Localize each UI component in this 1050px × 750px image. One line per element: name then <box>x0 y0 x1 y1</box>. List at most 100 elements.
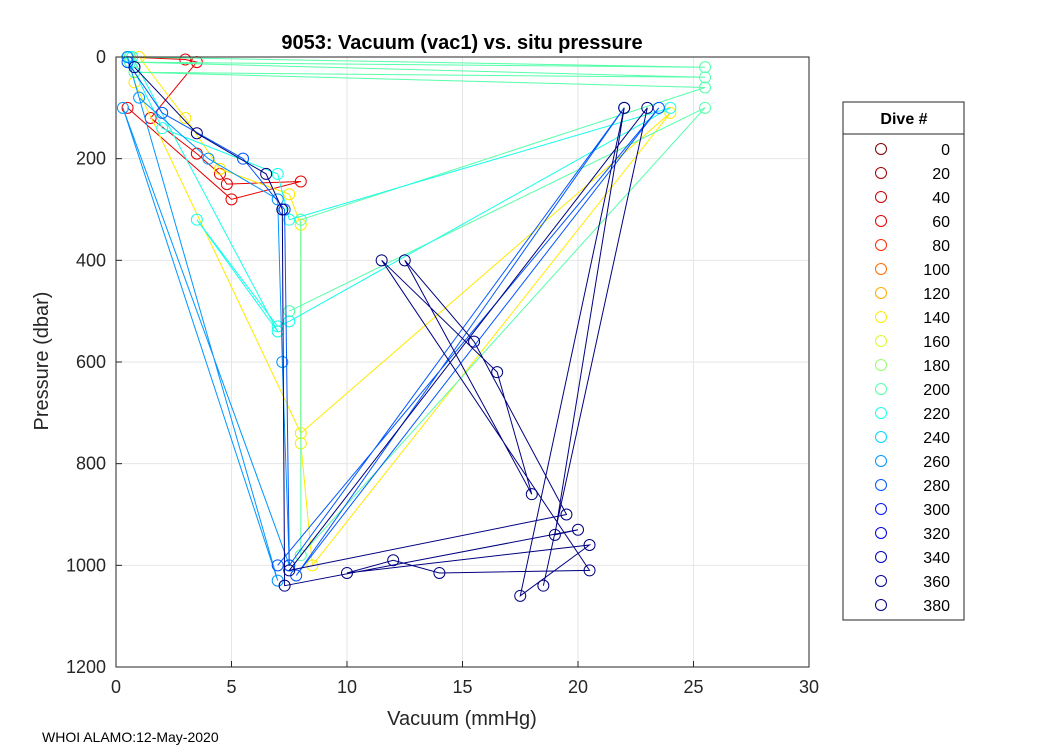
legend-marker <box>875 239 887 251</box>
x-axis-label: Vacuum (mmHg) <box>387 708 537 730</box>
legend-marker <box>875 527 887 539</box>
legend-label: 200 <box>923 382 950 399</box>
legend-label: 60 <box>932 214 950 231</box>
x-tick-label: 30 <box>799 677 819 697</box>
legend-label: 260 <box>923 454 950 471</box>
data-point <box>294 213 307 226</box>
legend-marker <box>875 263 887 275</box>
legend-marker <box>875 335 887 347</box>
data-point <box>271 167 284 180</box>
data-point <box>156 106 169 119</box>
footer-note: WHOI ALAMO:12-May-2020 <box>42 729 219 745</box>
legend-marker <box>875 143 887 155</box>
legend-label: 160 <box>923 334 950 351</box>
data-point <box>433 566 446 579</box>
data-point <box>618 101 631 114</box>
data-point <box>260 167 273 180</box>
legend-label: 0 <box>941 142 950 159</box>
legend-marker <box>875 455 887 467</box>
legend-marker <box>875 407 887 419</box>
x-tick-label: 5 <box>226 677 236 697</box>
legend-marker <box>875 479 887 491</box>
data-point <box>537 579 550 592</box>
y-tick-label: 400 <box>76 250 106 270</box>
data-point <box>525 488 538 501</box>
legend-marker <box>875 575 887 587</box>
plot-area: 0 5 10 15 20 25 30 0 200 400 600 800 1000 1200 <box>66 47 819 697</box>
data-point <box>699 101 712 114</box>
data-point <box>283 564 296 577</box>
legend-label: 140 <box>923 310 950 327</box>
legend-marker <box>875 167 887 179</box>
legend-label: 300 <box>923 502 950 519</box>
data-point <box>283 213 296 226</box>
legend-entries: 0 20 40 60 80 100 120 140 160 180 200 220 240 260 280 3… <box>875 142 950 615</box>
legend-title: Dive # <box>880 111 927 128</box>
data-point <box>116 101 129 114</box>
y-tick-label: 200 <box>76 149 106 169</box>
data-point <box>276 356 289 368</box>
series-navy-dives <box>128 61 654 602</box>
data-point <box>699 71 712 84</box>
x-tick-label: 25 <box>683 677 703 697</box>
data-point <box>583 564 596 577</box>
data-point <box>121 101 134 114</box>
data-point <box>548 528 561 541</box>
data-point <box>375 254 388 267</box>
legend-marker <box>875 359 887 371</box>
legend-marker <box>875 431 887 443</box>
legend-box <box>842 101 965 621</box>
data-point <box>283 315 296 328</box>
legend-marker <box>875 287 887 299</box>
legend-marker <box>875 599 887 611</box>
series-line <box>127 56 671 332</box>
y-tick-label: 1000 <box>66 555 106 575</box>
legend-label: 40 <box>932 190 950 207</box>
legend-label: 120 <box>923 286 950 303</box>
legend-label: 20 <box>932 166 950 183</box>
data-point <box>652 101 665 114</box>
legend-label: 280 <box>923 478 950 495</box>
y-tick-label: 800 <box>76 454 106 474</box>
x-tick-label: 0 <box>111 677 121 697</box>
data-point <box>560 508 573 521</box>
legend-label: 220 <box>923 406 950 423</box>
data-point <box>664 106 677 119</box>
legend-label: 380 <box>923 598 950 615</box>
legend-marker <box>875 383 887 395</box>
x-tick-label: 10 <box>337 677 357 697</box>
legend-marker <box>875 551 887 563</box>
data-point <box>190 127 203 140</box>
data-point <box>491 366 504 379</box>
data-point <box>664 101 677 114</box>
y-tick-label: 0 <box>96 47 106 67</box>
x-tick-label: 20 <box>568 677 588 697</box>
legend-marker <box>875 191 887 203</box>
data-point <box>283 188 296 201</box>
data-point <box>294 175 307 188</box>
data-point <box>179 112 192 124</box>
series-group <box>116 51 712 602</box>
data-point <box>283 305 296 318</box>
data-point <box>225 193 238 206</box>
data-point <box>514 589 527 602</box>
data-point <box>276 203 289 216</box>
data-point <box>202 152 215 165</box>
legend-label: 340 <box>923 550 950 567</box>
data-point <box>699 61 712 74</box>
y-axis-label: Pressure (dbar) <box>31 292 53 431</box>
chart-title: 9053: Vacuum (vac1) vs. situ pressure <box>281 32 642 54</box>
y-tick-label: 600 <box>76 352 106 372</box>
data-point <box>271 559 284 572</box>
x-tick-label: 15 <box>452 677 472 697</box>
legend-marker <box>875 215 887 227</box>
data-point <box>398 254 411 267</box>
data-point <box>271 193 284 206</box>
data-point <box>278 579 291 592</box>
legend-label: 240 <box>923 430 950 447</box>
data-point <box>641 101 654 114</box>
data-point <box>156 122 169 135</box>
data-point <box>133 91 146 104</box>
data-point <box>128 61 141 74</box>
